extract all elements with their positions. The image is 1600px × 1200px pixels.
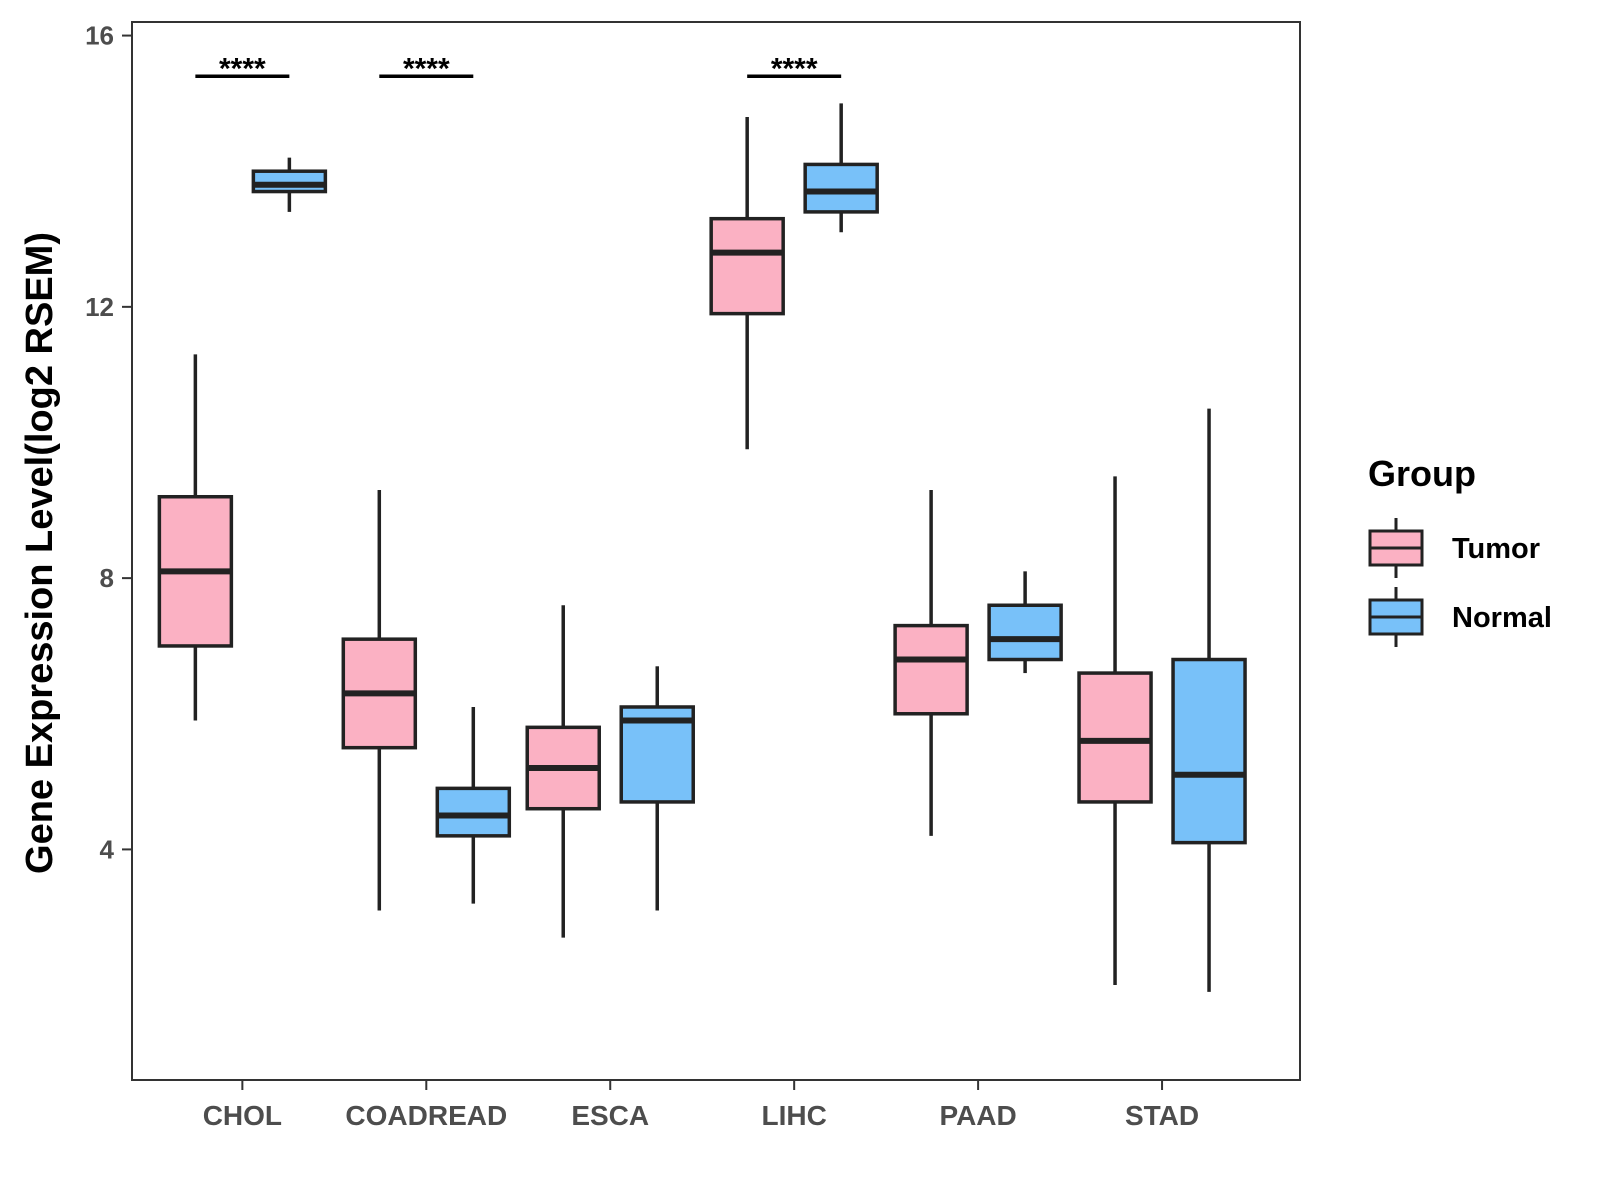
significance-label: ****: [403, 52, 450, 85]
box-normal-stad: [1171, 408, 1247, 992]
x-tick-label: CHOL: [203, 1100, 282, 1131]
legend-label: Normal: [1452, 602, 1552, 634]
iqr-box: [709, 216, 785, 316]
box-tumor-paad: [893, 489, 969, 836]
iqr-box: [987, 603, 1063, 662]
box-normal-coadread: [435, 706, 512, 904]
box-tumor-coadread: [341, 489, 418, 911]
legend-entry-tumor: Tumor: [1368, 518, 1540, 578]
y-tick-label: 8: [100, 563, 114, 593]
x-tick-label: PAAD: [939, 1100, 1016, 1131]
significance-chol: ****: [195, 52, 290, 85]
iqr-box: [251, 169, 328, 194]
box-tumor-chol: [157, 354, 234, 721]
x-axis: CHOL COADREAD ESCA LIHC PAAD STAD: [203, 1080, 1199, 1131]
y-tick-label: 4: [100, 834, 115, 864]
legend: Group Tumor Normal: [1368, 453, 1552, 647]
box-normal-paad: [987, 571, 1063, 674]
plot-area: **** **** ****: [131, 21, 1301, 1081]
x-tick-label: LIHC: [762, 1100, 827, 1131]
significance-label: ****: [771, 52, 818, 85]
significance-lihc: ****: [747, 52, 842, 85]
iqr-box: [435, 786, 512, 838]
box-tumor-stad: [1077, 476, 1153, 986]
legend-label: Tumor: [1452, 533, 1540, 565]
significance-coadread: ****: [379, 52, 474, 85]
y-axis: 4 8 12 16: [85, 21, 133, 1080]
box-tumor-esca: [525, 605, 601, 938]
box-normal-chol: [251, 157, 328, 212]
y-tick-label: 12: [85, 292, 114, 322]
box-tumor-lihc: [709, 116, 785, 450]
iqr-box: [1171, 657, 1247, 845]
x-tick-label: STAD: [1125, 1100, 1199, 1131]
x-tick-label: COADREAD: [345, 1100, 507, 1131]
significance-label: ****: [219, 52, 266, 85]
iqr-box: [1077, 671, 1153, 804]
legend-title: Group: [1368, 453, 1476, 494]
iqr-box: [803, 162, 879, 214]
y-axis-title: Gene Expression Level(log2 RSEM): [19, 232, 61, 874]
box-normal-lihc: [803, 103, 879, 233]
x-tick-label: ESCA: [571, 1100, 649, 1131]
y-tick-label: 16: [85, 21, 114, 51]
iqr-box: [893, 623, 969, 716]
box-normal-esca: [619, 666, 695, 911]
legend-entry-normal: Normal: [1368, 587, 1552, 647]
